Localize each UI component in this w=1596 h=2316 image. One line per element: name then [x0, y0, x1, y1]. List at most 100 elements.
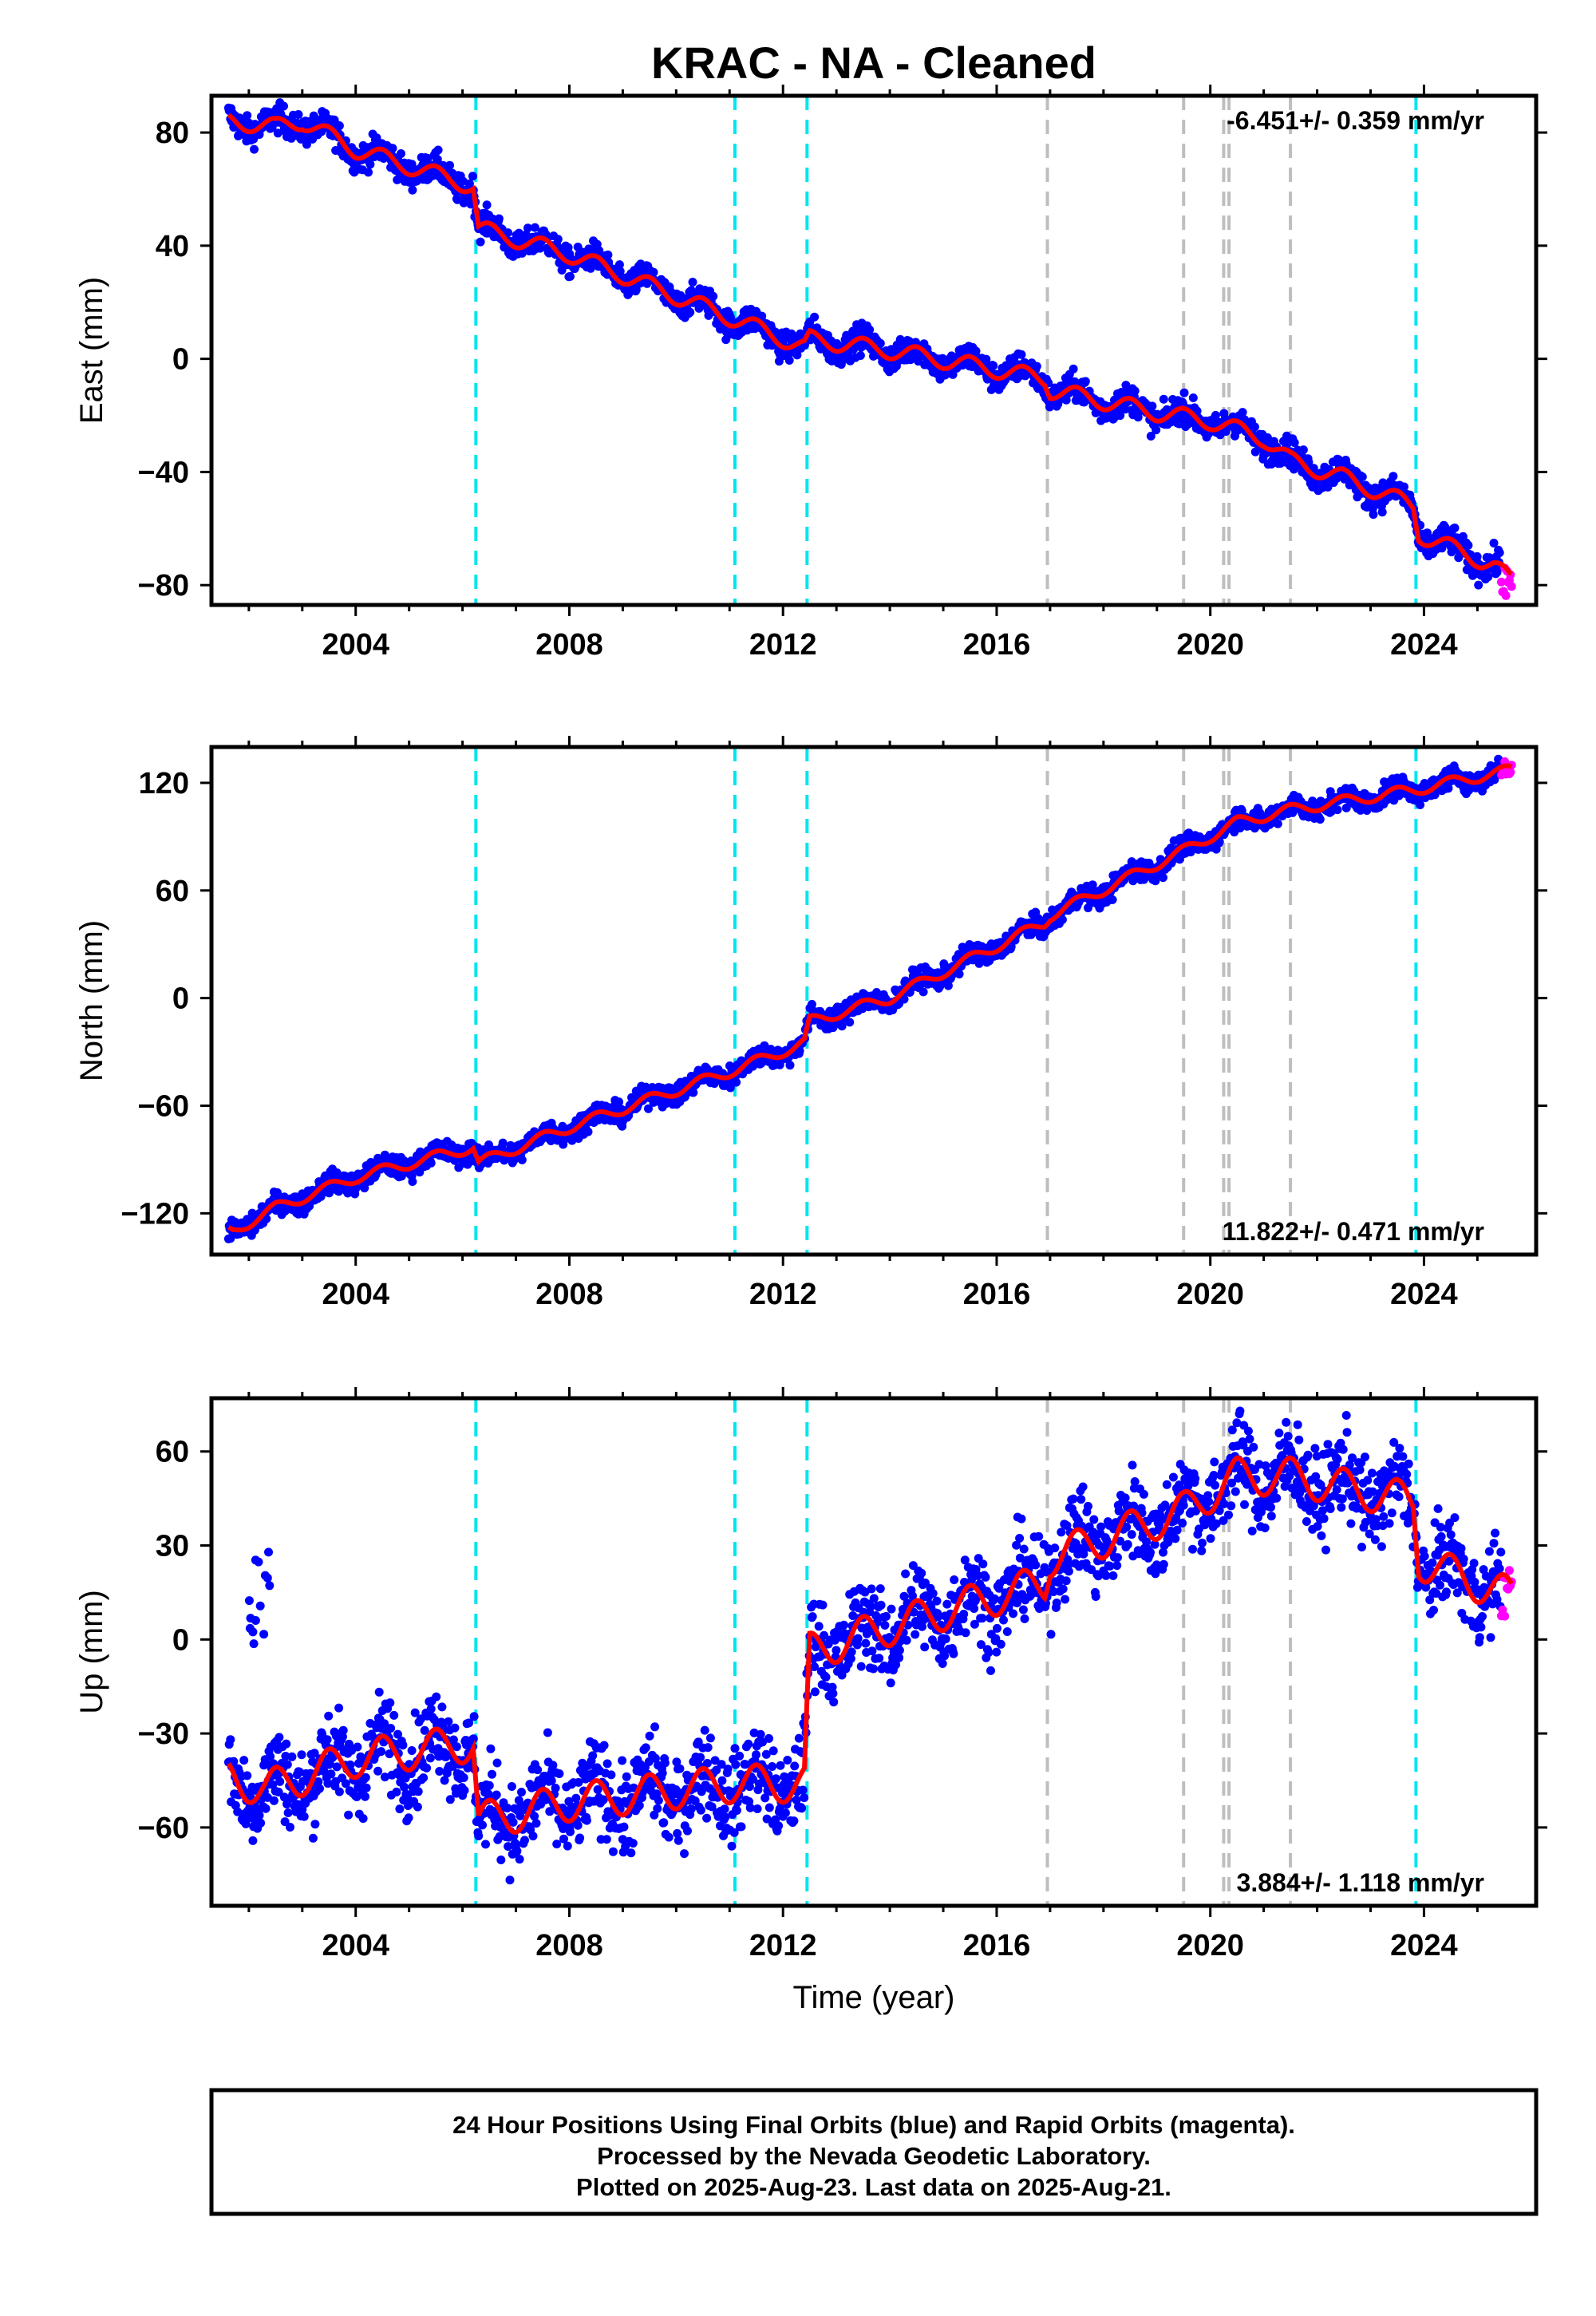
- position-point: [606, 1770, 616, 1780]
- position-point: [398, 1741, 408, 1750]
- y-tick-label: 120: [139, 767, 189, 800]
- position-point: [315, 1784, 324, 1793]
- y-axis-label: North (mm): [74, 920, 109, 1081]
- position-point: [395, 1804, 405, 1814]
- position-point: [1315, 815, 1325, 824]
- position-point: [535, 243, 545, 253]
- position-point: [644, 1104, 653, 1113]
- x-tick-label: 2024: [1390, 1278, 1458, 1311]
- position-point: [1290, 438, 1299, 448]
- position-point: [628, 1839, 638, 1848]
- position-point: [282, 1760, 292, 1769]
- position-point: [389, 1710, 399, 1720]
- position-point: [551, 1784, 560, 1792]
- position-point: [1364, 484, 1373, 493]
- position-point: [481, 1840, 490, 1849]
- position-point: [426, 1158, 436, 1168]
- position-point: [588, 1751, 598, 1761]
- position-point: [1133, 413, 1143, 422]
- x-tick-label: 2012: [749, 628, 817, 662]
- position-point: [645, 1731, 654, 1741]
- position-point: [299, 1812, 309, 1821]
- position-point: [1146, 432, 1156, 441]
- position-point: [1450, 524, 1460, 532]
- position-point: [1061, 395, 1071, 405]
- position-point: [334, 121, 344, 131]
- position-point: [1159, 394, 1168, 404]
- position-point: [322, 1735, 332, 1745]
- position-point: [505, 1875, 515, 1885]
- model-fit-curve: [227, 113, 1513, 576]
- position-point: [507, 1782, 516, 1791]
- position-point: [737, 1822, 746, 1832]
- position-point: [595, 246, 604, 255]
- position-point: [373, 1766, 383, 1776]
- figure-title: KRAC - NA - Cleaned: [651, 38, 1096, 88]
- position-point: [460, 1785, 469, 1795]
- position-point: [282, 1739, 291, 1749]
- position-point: [1298, 445, 1308, 455]
- position-point: [338, 1725, 348, 1735]
- position-point: [1116, 411, 1125, 421]
- x-tick-label: 2008: [535, 628, 603, 662]
- position-point: [1130, 386, 1140, 396]
- position-point: [250, 144, 259, 154]
- position-point: [353, 1742, 362, 1752]
- position-point: [452, 1742, 461, 1752]
- position-point: [469, 1712, 479, 1721]
- position-point: [1377, 508, 1387, 517]
- position-point: [377, 1747, 386, 1757]
- position-point: [386, 1724, 396, 1733]
- position-point: [582, 1816, 591, 1825]
- position-point: [273, 128, 282, 138]
- position-point: [918, 987, 928, 997]
- position-point: [1495, 548, 1504, 557]
- position-point: [408, 1177, 417, 1186]
- east-panel: 2004 2008 2012 2016 2020 2024−80−4004080East …: [74, 85, 1547, 662]
- position-point: [792, 350, 802, 360]
- position-point: [705, 1733, 715, 1743]
- position-point: [1369, 510, 1378, 520]
- position-point: [1400, 482, 1408, 492]
- position-point: [334, 1703, 344, 1713]
- position-point: [658, 1769, 667, 1778]
- position-point: [674, 1836, 683, 1845]
- position-point: [543, 1728, 552, 1737]
- position-point: [531, 1819, 541, 1828]
- position-point: [435, 1767, 444, 1776]
- position-point: [286, 1823, 294, 1832]
- position-point: [1489, 539, 1499, 547]
- position-point: [530, 223, 539, 232]
- position-point: [445, 160, 454, 170]
- position-point: [492, 1790, 501, 1800]
- position-point: [450, 1723, 460, 1733]
- position-point: [696, 1805, 705, 1815]
- position-point: [248, 1836, 258, 1845]
- position-point: [358, 1814, 368, 1824]
- y-axis-label: East (mm): [74, 277, 109, 424]
- position-point: [659, 1818, 669, 1828]
- position-point: [555, 1769, 564, 1778]
- x-tick-label: 2016: [963, 628, 1031, 662]
- position-point: [533, 1765, 543, 1775]
- position-point: [478, 1820, 487, 1830]
- position-point: [1120, 405, 1130, 414]
- position-point: [1179, 388, 1189, 397]
- position-point: [364, 168, 373, 177]
- position-point: [1069, 364, 1078, 373]
- position-point: [404, 1813, 413, 1823]
- x-tick-label: 2016: [963, 1278, 1031, 1311]
- position-point: [1389, 472, 1398, 481]
- position-point: [702, 1813, 712, 1823]
- y-tick-label: 60: [156, 875, 189, 908]
- position-point: [685, 307, 695, 317]
- position-point: [425, 1753, 435, 1763]
- position-point: [731, 1760, 741, 1769]
- position-point: [603, 250, 613, 259]
- position-point: [515, 1855, 524, 1864]
- position-point: [243, 111, 252, 121]
- x-tick-label: 2012: [749, 1278, 817, 1311]
- rapid-point: [1507, 582, 1516, 591]
- y-tick-label: 80: [156, 117, 189, 150]
- x-tick-label: 2008: [535, 1278, 603, 1311]
